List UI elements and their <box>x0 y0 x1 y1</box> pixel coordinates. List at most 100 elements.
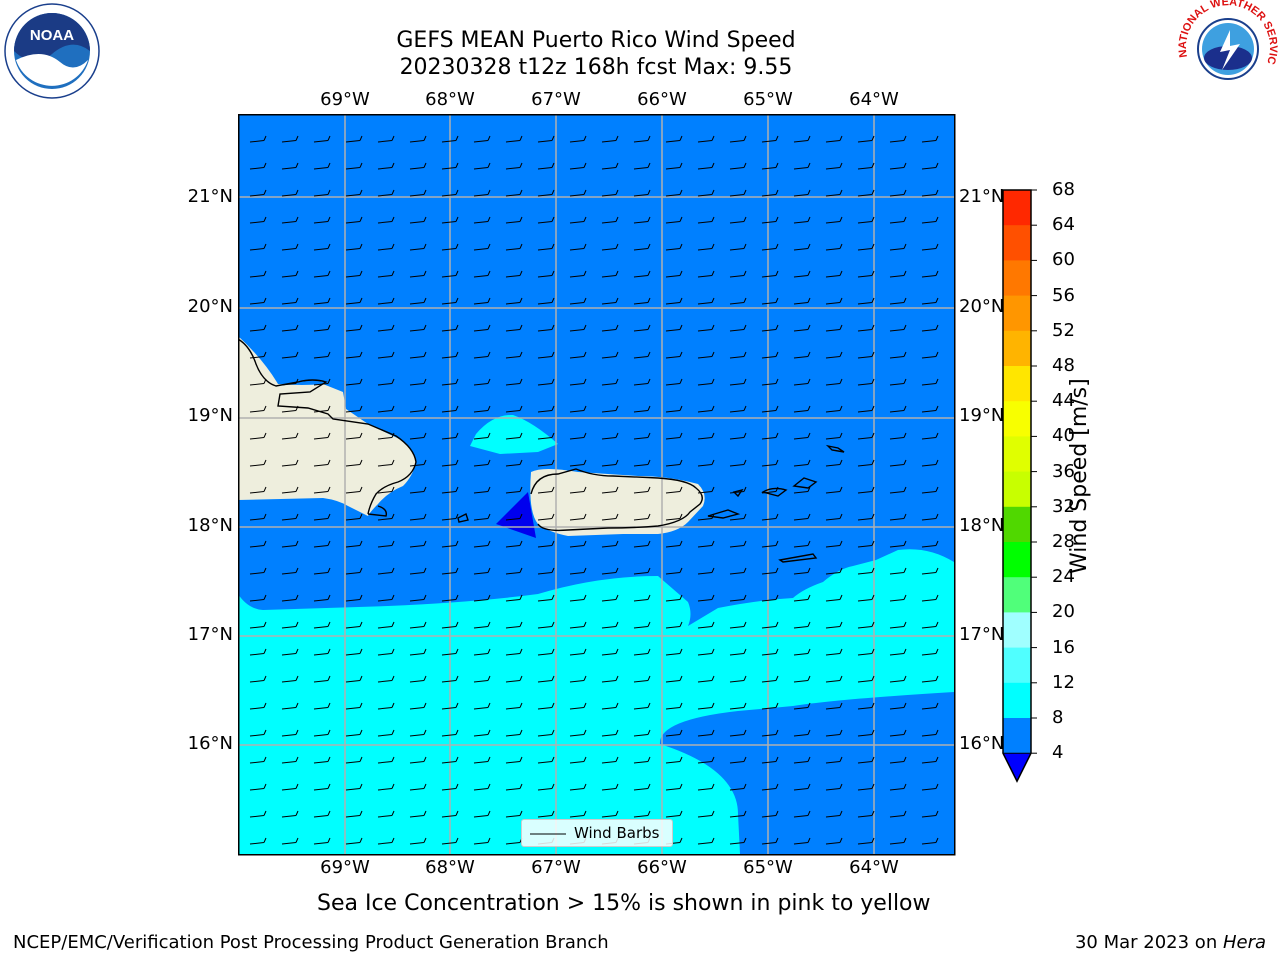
wind-barb <box>281 405 299 413</box>
wind-barb <box>793 783 811 791</box>
wind-barb <box>601 405 619 413</box>
wind-barb <box>665 756 683 764</box>
wind-barb <box>441 675 459 683</box>
wind-barb <box>729 729 747 737</box>
colorbar <box>1002 189 1037 783</box>
wind-barb <box>377 378 395 386</box>
colorbar-tick-label: 8 <box>1052 707 1064 728</box>
wind-barb <box>921 243 939 251</box>
wind-barb <box>793 243 811 251</box>
wind-barb <box>921 675 939 683</box>
wind-barb <box>249 837 267 845</box>
wind-barb <box>665 621 683 629</box>
wind-barb <box>697 756 715 764</box>
wind-barb <box>633 567 651 575</box>
wind-barb <box>729 135 747 143</box>
wind-barb <box>633 594 651 602</box>
colorbar-segment <box>1003 647 1031 684</box>
wind-barb <box>601 162 619 170</box>
wind-barb <box>921 621 939 629</box>
wind-barb <box>825 837 843 845</box>
wind-barb <box>345 594 363 602</box>
wind-barb <box>569 297 587 305</box>
legend-label: Wind Barbs <box>574 824 660 842</box>
wind-barb <box>793 648 811 656</box>
wind-barb <box>889 675 907 683</box>
wind-barb <box>857 621 875 629</box>
wind-barb <box>601 378 619 386</box>
wind-barb <box>249 162 267 170</box>
wind-barb <box>249 324 267 332</box>
wind-speed-map <box>238 114 956 856</box>
wind-barb <box>921 567 939 575</box>
wind-barb <box>921 405 939 413</box>
wind-barb <box>633 729 651 737</box>
wind-barb <box>857 162 875 170</box>
wind-barb <box>889 270 907 278</box>
wind-barb <box>249 189 267 197</box>
wind-barb <box>313 270 331 278</box>
wind-barb <box>505 405 523 413</box>
wind-barb <box>249 216 267 224</box>
wind-barb <box>569 270 587 278</box>
wind-barb <box>793 459 811 467</box>
colorbar-segment <box>1003 330 1031 367</box>
lon-label-bottom: 64°W <box>849 857 899 878</box>
wind-barb <box>921 486 939 494</box>
wind-barb <box>281 243 299 251</box>
wind-barb <box>313 729 331 737</box>
wind-barb <box>377 567 395 575</box>
wind-barb <box>857 513 875 521</box>
wind-barb <box>825 432 843 440</box>
wind-barb <box>761 648 779 656</box>
wind-barb <box>505 351 523 359</box>
wind-barb <box>761 432 779 440</box>
noaa-logo-text: NOAA <box>30 27 74 44</box>
wind-barb <box>761 351 779 359</box>
wind-barb <box>537 702 555 710</box>
wind-barb <box>537 459 555 467</box>
wind-barb <box>249 567 267 575</box>
wind-barb <box>313 810 331 818</box>
wind-barb <box>601 270 619 278</box>
wind-barb <box>313 297 331 305</box>
wind-barb <box>857 189 875 197</box>
wind-barb <box>345 837 363 845</box>
wind-barb <box>921 837 939 845</box>
wind-barb <box>441 702 459 710</box>
wind-barb <box>505 540 523 548</box>
wind-barb <box>729 648 747 656</box>
wind-barb <box>281 216 299 224</box>
wind-barb <box>857 405 875 413</box>
wind-barb <box>345 675 363 683</box>
wind-barb <box>409 216 427 224</box>
wind-barb <box>345 432 363 440</box>
chart-title-line1: GEFS MEAN Puerto Rico Wind Speed <box>396 28 796 53</box>
wind-barb <box>537 405 555 413</box>
wind-barb <box>697 540 715 548</box>
wind-barb <box>537 432 555 440</box>
wind-barb <box>377 324 395 332</box>
wind-barb <box>281 540 299 548</box>
wind-barb <box>345 513 363 521</box>
wind-barb <box>313 783 331 791</box>
wind-barb <box>313 540 331 548</box>
colorbar-segment <box>1003 366 1031 402</box>
wind-barb <box>889 783 907 791</box>
wind-barb <box>665 783 683 791</box>
wind-barb <box>825 540 843 548</box>
wind-barb <box>761 243 779 251</box>
wind-barb <box>281 513 299 521</box>
wind-barb <box>889 756 907 764</box>
wind-barb <box>505 135 523 143</box>
wind-barb <box>441 810 459 818</box>
wind-barb <box>601 648 619 656</box>
wind-barb <box>441 486 459 494</box>
wind-barb <box>249 297 267 305</box>
footer-machine: Hera <box>1222 932 1266 953</box>
wind-barb <box>505 702 523 710</box>
wind-barb <box>505 594 523 602</box>
wind-barb <box>473 297 491 305</box>
wind-barb <box>665 243 683 251</box>
wind-barb <box>537 297 555 305</box>
